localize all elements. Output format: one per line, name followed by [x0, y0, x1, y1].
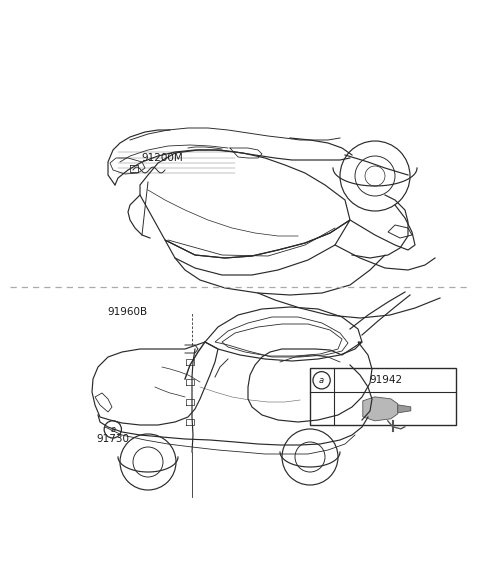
Polygon shape	[363, 397, 398, 421]
Text: a: a	[319, 376, 324, 385]
Text: a: a	[110, 425, 115, 434]
Text: 91200M: 91200M	[142, 153, 183, 163]
Bar	[310, 368, 456, 425]
Text: 91730: 91730	[96, 434, 129, 444]
Text: 91960B: 91960B	[107, 307, 147, 317]
Polygon shape	[398, 405, 411, 413]
Text: 91942: 91942	[370, 375, 403, 385]
